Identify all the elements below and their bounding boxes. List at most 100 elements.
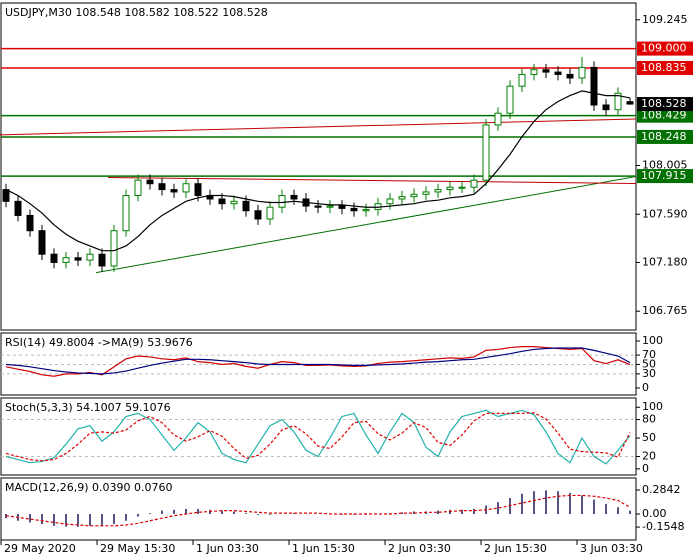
candle-body [398,196,406,200]
candle-body [554,71,562,75]
candle-body [518,73,526,87]
y-tick-label: 0.00 [642,507,667,520]
trend-line [107,176,637,184]
level-label: 108.429 [641,109,687,122]
series-line [5,347,631,375]
candle-body [2,189,10,202]
panel-frame [0,477,637,541]
candle-body [530,69,538,75]
candle-body [314,205,322,208]
level-label: 108.835 [641,61,687,74]
x-tick-label: 3 Jun 03:30 [580,542,643,555]
candle-body [494,112,502,126]
y-tick-label: 107.590 [642,207,688,220]
candle-body [590,66,598,106]
level-tag [637,108,693,123]
panel-title: USDJPY,M30 108.548 108.582 108.522 108.5… [5,6,268,19]
candle-body [458,186,466,189]
candle-body [506,85,514,114]
candle-body [86,253,94,261]
candle-body [194,183,202,196]
candle-body [170,189,178,193]
candle-body [542,69,550,73]
candle-body [386,198,394,205]
candle-body [578,66,586,79]
candle-body [566,73,574,79]
y-tick-label: 70 [642,348,656,361]
series-line [5,346,631,377]
candle-body [326,205,334,208]
x-tick-label: 1 Jun 03:30 [196,542,259,555]
candle-body [146,179,154,185]
y-tick-label: 0 [642,462,649,475]
y-tick-label: 20 [642,450,656,463]
series-line [5,494,631,527]
level-label: 109.000 [641,42,687,55]
candle-body [38,230,46,255]
x-tick-label: 2 Jun 03:30 [388,542,451,555]
candle-body [110,230,118,267]
candle-body [242,200,250,212]
candle-body [602,104,610,111]
candle-body [122,194,130,232]
trend-line [95,176,637,274]
candle-body [290,194,298,200]
y-tick-label: 30 [642,367,656,380]
candle-body [434,189,442,193]
candle-body [626,101,634,105]
candle-body [134,179,142,196]
candle-body [470,179,478,188]
level-tag [637,41,693,56]
series-line [5,412,631,462]
y-tick-label: 50 [642,431,656,444]
candle-body [26,214,34,232]
panel-frame [0,397,637,476]
candle-body [266,206,274,220]
candle-body [278,194,286,208]
y-tick-label: 50 [642,357,656,370]
candle-body [254,210,262,220]
level-tag [637,60,693,75]
candle-body [158,183,166,191]
candle-body [350,207,358,212]
price-label: 108.528 [641,97,687,110]
panel-title: RSI(14) 49.8004 ->MA(9) 53.9676 [5,336,193,349]
x-tick-label: 1 Jun 15:30 [292,542,355,555]
y-tick-label: 108.005 [642,159,688,172]
candle-body [446,186,454,191]
candle-body [422,191,430,195]
y-tick-label: -0.1548 [642,520,684,533]
y-tick-label: 100 [642,334,663,347]
candle-body [338,205,346,209]
series-line [5,90,631,252]
y-tick-label: 109.245 [642,13,688,26]
candle-body [98,253,106,267]
panel-frame [0,2,637,331]
x-tick-label: 29 May 15:30 [100,542,175,555]
x-tick-label: 2 Jun 15:30 [484,542,547,555]
candle-body [50,253,58,263]
y-tick-label: 107.180 [642,255,688,268]
candle-body [482,124,490,181]
level-label: 107.915 [641,169,687,182]
candle-body [410,193,418,198]
series-line [5,409,631,465]
candle-body [62,257,70,263]
y-tick-label: 100 [642,400,663,413]
level-tag [637,169,693,184]
panel-title: Stoch(5,3,3) 54.1007 59.1076 [5,401,171,414]
x-tick-label: 29 May 2020 [4,542,76,555]
y-tick-label: 0.2842 [642,483,681,496]
candle-body [14,200,22,216]
candle-body [230,200,238,205]
candle-body [218,198,226,205]
price-tag [637,97,693,112]
candle-body [362,209,370,212]
level-label: 108.248 [641,130,687,143]
candle-body [74,257,82,261]
y-tick-label: 106.765 [642,304,688,317]
y-tick-label: 80 [642,413,656,426]
candle-body [182,183,190,193]
trend-line [0,118,637,136]
